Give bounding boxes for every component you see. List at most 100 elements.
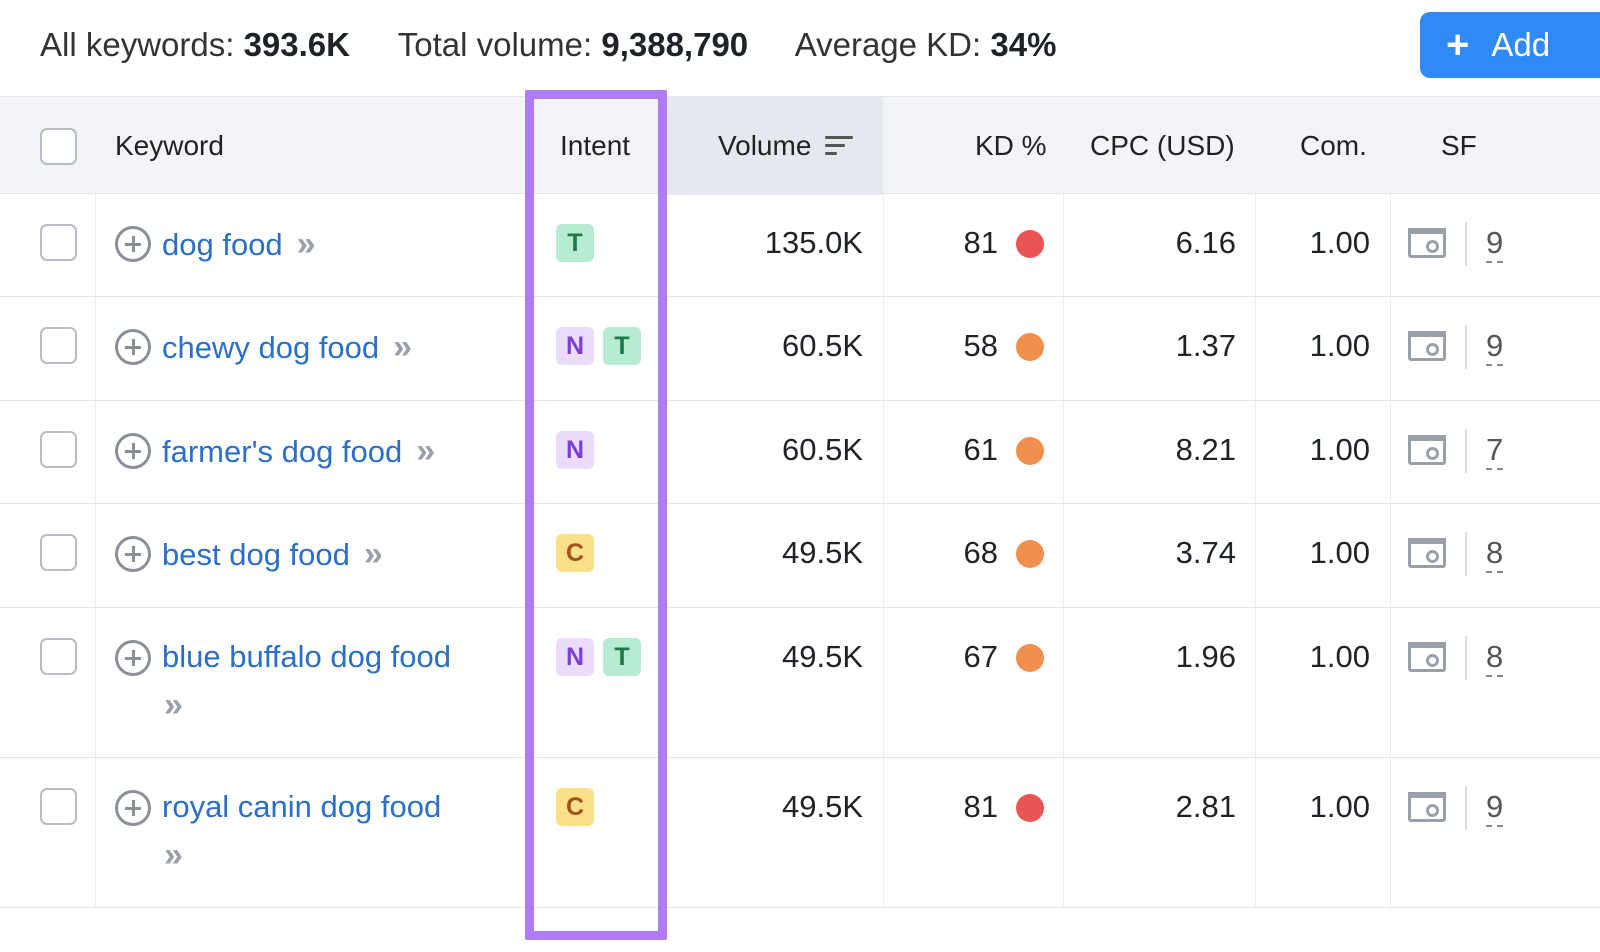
sf-divider [1465,636,1467,680]
kd-value: 81 [963,225,998,260]
keyword-link[interactable]: chewy dog food [162,330,380,365]
row-checkbox[interactable] [40,638,77,675]
column-separator [1390,401,1391,504]
column-separator [95,297,96,401]
serp-features-icon[interactable] [1408,642,1446,672]
row-checkbox[interactable] [40,327,77,364]
intent-badge-n[interactable]: N [556,327,594,365]
table-row: best dog food » C 49.5K 68 3.74 1.00 8 [0,504,1600,608]
row-checkbox[interactable] [40,534,77,571]
double-chevron-icon[interactable]: » [363,535,383,573]
column-separator [95,758,96,908]
header-kd[interactable]: KD % [975,130,1047,161]
cpc-value: 8.21 [1175,432,1236,467]
plus-circle-icon[interactable] [115,433,151,469]
summary-text: All keywords: 393.6K Total volume: 9,388… [40,26,1056,64]
column-separator [1255,504,1256,608]
column-separator [1255,608,1256,758]
header-volume[interactable]: Volume [718,97,854,195]
difficulty-dot-icon [1016,437,1044,465]
serp-features-icon[interactable] [1408,538,1446,568]
column-separator [1255,297,1256,401]
column-separator [1255,758,1256,908]
header-com[interactable]: Com. [1300,130,1367,161]
header-cpc[interactable]: CPC (USD) [1090,130,1235,161]
double-chevron-icon[interactable]: » [164,836,183,874]
column-separator [1063,194,1064,297]
sf-count-link[interactable]: 9 [1486,328,1504,366]
difficulty-dot-icon [1016,230,1044,258]
sf-divider [1465,786,1467,830]
intent-badge-t[interactable]: T [556,224,594,262]
keyword-link[interactable]: blue buffalo dog food [162,639,452,674]
double-chevron-icon[interactable]: » [164,686,183,724]
serp-features-icon[interactable] [1408,792,1446,822]
serp-features-icon[interactable] [1408,228,1446,258]
difficulty-dot-icon [1016,644,1044,672]
cpc-value: 1.96 [1175,639,1236,674]
difficulty-dot-icon [1016,794,1044,822]
average-kd-label: Average KD: [794,26,982,63]
row-checkbox[interactable] [40,224,77,261]
column-separator [883,401,884,504]
row-checkbox[interactable] [40,788,77,825]
plus-circle-icon[interactable] [115,329,151,365]
cpc-value: 2.81 [1175,789,1236,824]
sf-count-link[interactable]: 9 [1486,789,1504,827]
kd-value: 61 [963,432,998,467]
kd-value: 58 [963,328,998,363]
table-row: farmer's dog food » N 60.5K 61 8.21 1.00 7 [0,401,1600,504]
column-separator [1255,401,1256,504]
column-separator [1390,297,1391,401]
volume-value: 60.5K [781,432,863,467]
keyword-cell: blue buffalo dog food [162,639,451,675]
column-separator [1063,297,1064,401]
intent-badge-t[interactable]: T [603,638,641,676]
double-chevron-icon[interactable]: » [416,432,435,470]
sf-divider [1465,325,1467,369]
keyword-cell: chewy dog food » [162,328,412,367]
header-keyword[interactable]: Keyword [115,130,224,161]
keyword-link[interactable]: best dog food [162,537,350,572]
intent-badge-c[interactable]: C [556,534,594,572]
cpc-value: 6.16 [1175,225,1236,260]
plus-circle-icon[interactable] [115,226,151,262]
serp-features-icon[interactable] [1408,331,1446,361]
intent-badge-n[interactable]: N [556,638,594,676]
table-row: royal canin dog food » C 49.5K 81 2.81 1.00 9 [0,758,1600,908]
column-separator [883,297,884,401]
plus-circle-icon[interactable] [115,640,151,676]
header-intent[interactable]: Intent [560,130,631,161]
column-separator [95,608,96,758]
intent-badge-n[interactable]: N [556,431,594,469]
column-separator [1063,608,1064,758]
keyword-link[interactable]: royal canin dog food [162,789,442,824]
plus-circle-icon[interactable] [115,790,151,826]
column-separator [95,194,96,297]
column-separator [1063,758,1064,908]
volume-value: 60.5K [781,328,863,363]
intent-badge-t[interactable]: T [603,327,641,365]
average-kd-value: 34% [990,26,1057,63]
sf-count-link[interactable]: 9 [1486,225,1504,263]
row-checkbox[interactable] [40,431,77,468]
serp-features-icon[interactable] [1408,435,1446,465]
com-value: 1.00 [1309,432,1370,467]
double-chevron-icon[interactable]: » [393,328,412,366]
column-separator [1390,608,1391,758]
select-all-checkbox[interactable] [40,128,77,165]
keyword-cell: dog food » [162,225,316,264]
header-sf[interactable]: SF [1441,130,1477,161]
plus-circle-icon[interactable] [115,536,151,572]
sf-count-link[interactable]: 7 [1486,432,1504,470]
double-chevron-icon[interactable]: » [296,225,316,263]
add-button[interactable]: + Add [1420,12,1600,78]
keyword-link[interactable]: farmer's dog food [162,434,403,469]
keyword-link[interactable]: dog food [162,227,283,262]
sf-count-link[interactable]: 8 [1486,535,1504,573]
intent-badge-c[interactable]: C [556,788,594,826]
cpc-value: 1.37 [1175,328,1236,363]
all-keywords-value: 393.6K [243,26,350,63]
sf-count-link[interactable]: 8 [1486,639,1504,677]
sf-divider [1465,222,1467,266]
